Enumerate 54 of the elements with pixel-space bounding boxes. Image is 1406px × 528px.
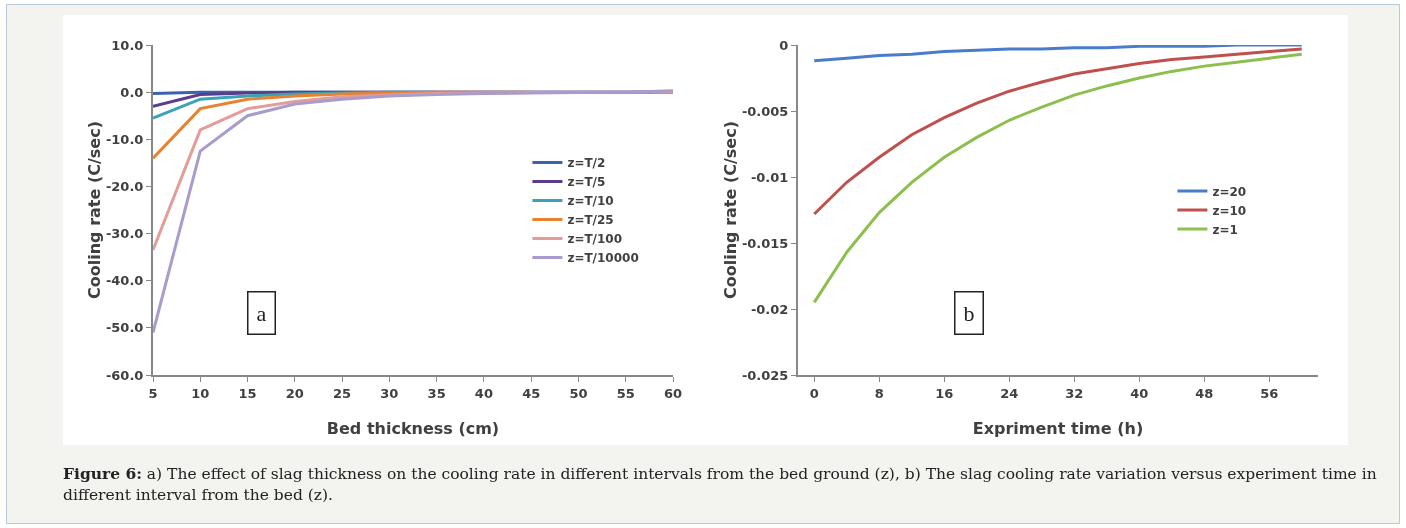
legend-label: z=T/2 (567, 156, 606, 171)
x-tick-label: 32 (1065, 385, 1084, 401)
x-tick-label: 48 (1195, 385, 1214, 401)
y-tick-label: 0.0 (120, 84, 144, 100)
legend-label: z=1 (1212, 222, 1238, 237)
x-tick-label: 45 (522, 385, 541, 401)
y-tick-label: -10.0 (105, 131, 144, 147)
y-tick-label: -0.02 (750, 301, 789, 317)
line-series (812, 45, 1304, 63)
legend-label: z=T/25 (567, 213, 614, 228)
annotation: a (256, 300, 267, 326)
legend-label: z=T/100 (567, 232, 623, 247)
x-tick-label: 60 (663, 385, 683, 401)
y-tick-label: -0.01 (750, 169, 789, 185)
x-tick-label: 55 (616, 385, 635, 401)
y-tick-label: 0 (779, 37, 789, 53)
line-series (812, 47, 1304, 216)
x-tick-label: 35 (427, 385, 446, 401)
y-axis-title: Cooling rate (C/sec) (84, 121, 104, 299)
x-tick-label: 40 (474, 385, 493, 401)
caption: Figure 6: (63, 464, 142, 483)
x-tick-label: 56 (1260, 385, 1279, 401)
legend-label: z=20 (1212, 184, 1247, 199)
x-tick-label: 50 (569, 385, 588, 401)
x-tick-label: 15 (238, 385, 257, 401)
x-tick-label: 40 (1130, 385, 1149, 401)
x-tick-label: 0 (809, 385, 819, 401)
y-tick-label: -40.0 (105, 273, 144, 289)
x-tick-label: 25 (333, 385, 352, 401)
line-series (812, 52, 1304, 304)
x-tick-label: 8 (874, 385, 884, 401)
x-tick-label: 24 (1000, 385, 1019, 401)
x-axis-title: Bed thickness (cm) (326, 419, 500, 438)
x-tick-label: 10 (191, 385, 210, 401)
y-tick-label: -0.005 (741, 103, 789, 119)
y-tick-label: -20.0 (105, 178, 144, 194)
legend-label: z=10 (1212, 203, 1247, 218)
legend-label: z=T/10 (567, 194, 614, 209)
y-tick-label: -0.015 (741, 235, 789, 251)
legend-label: z=T/10000 (567, 251, 639, 266)
y-tick-label: -30.0 (105, 226, 144, 242)
y-tick-label: -50.0 (105, 320, 144, 336)
x-tick-label: 5 (148, 385, 158, 401)
x-tick-label: 20 (285, 385, 304, 401)
x-tick-label: 30 (380, 385, 399, 401)
y-axis-title: Cooling rate (C/sec) (720, 121, 740, 299)
annotation: b (963, 300, 975, 326)
y-tick-label: 10.0 (111, 37, 144, 53)
y-tick-label: -0.025 (741, 367, 789, 383)
legend-label: z=T/5 (567, 175, 606, 190)
line-series (153, 89, 673, 335)
y-tick-label: -60.0 (105, 367, 144, 383)
x-axis-title: Expriment time (h) (972, 419, 1144, 438)
x-tick-label: 16 (935, 385, 954, 401)
